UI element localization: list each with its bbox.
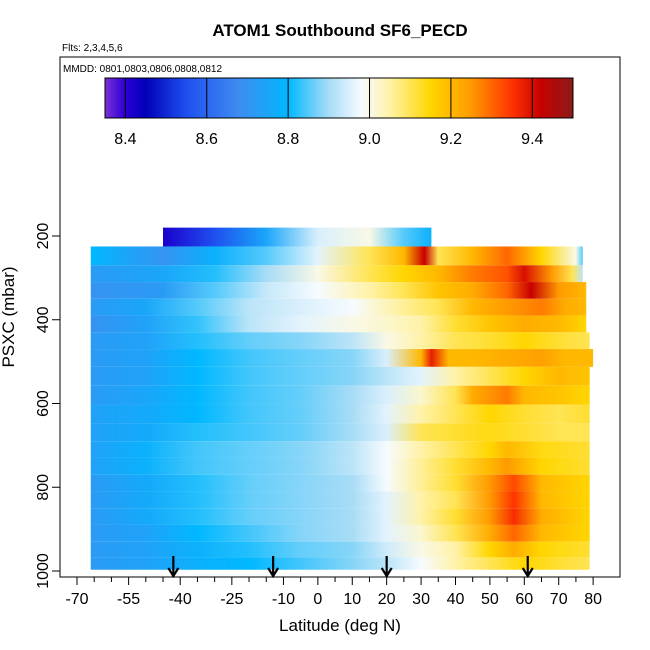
heatmap-band — [90, 385, 590, 405]
colorbar: 8.4 8.6 8.8 9.0 9.2 9.4 — [104, 77, 574, 148]
heatmap-band — [90, 404, 590, 424]
y-tick-label: 800 — [35, 474, 52, 501]
heatmap-band — [90, 457, 590, 475]
x-tick-label: 50 — [481, 591, 499, 608]
heatmap-band — [90, 524, 590, 542]
x-tick-label: -40 — [169, 591, 192, 608]
x-tick-label: 10 — [343, 591, 361, 608]
heatmap-layers — [90, 227, 594, 570]
y-tick-label: 600 — [35, 390, 52, 417]
x-tick-label: 20 — [378, 591, 396, 608]
y-axis-label: PSXC (mbar) — [0, 266, 18, 367]
colorbar-tick-label: 9.4 — [521, 131, 543, 148]
heatmap-band — [90, 282, 587, 299]
x-tick-label: -55 — [117, 591, 140, 608]
heatmap-band — [90, 441, 590, 458]
x-tick-label: -10 — [272, 591, 295, 608]
x-tick-label: 60 — [515, 591, 533, 608]
flight-arrow — [521, 556, 534, 579]
heatmap-band — [90, 423, 590, 442]
x-tick-label: 70 — [550, 591, 568, 608]
flight-arrow — [380, 556, 393, 579]
x-axis: -70 -55 -40 -25 -10 0 10 20 30 40 50 60 70 80 — [65, 576, 602, 608]
heatmap-band — [90, 474, 590, 492]
colorbar-tick-label: 8.8 — [277, 131, 299, 148]
dates-note: MMDD: 0801,0803,0806,0808,0812 — [63, 64, 222, 75]
heatmap-band — [90, 557, 590, 570]
colorbar-tick-label: 8.4 — [114, 131, 136, 148]
chart-title: ATOM1 Southbound SF6_PECD — [212, 21, 467, 40]
x-tick-label: -70 — [65, 591, 88, 608]
heatmap-band — [90, 349, 594, 367]
x-tick-label: 30 — [412, 591, 430, 608]
y-tick-label: 400 — [35, 306, 52, 333]
heatmap-band — [90, 246, 583, 266]
x-tick-label: 80 — [584, 591, 602, 608]
flight-arrow — [267, 556, 280, 579]
flight-arrows — [167, 556, 534, 579]
heatmap-band — [90, 491, 590, 509]
heatmap-band — [90, 315, 587, 333]
colorbar-tick-label: 9.2 — [440, 131, 462, 148]
y-axis: 200 400 600 800 1000 — [35, 223, 61, 589]
x-axis-label: Latitude (deg N) — [279, 616, 401, 635]
heatmap-band — [90, 508, 590, 525]
y-tick-label: 200 — [35, 223, 52, 250]
heatmap-band — [163, 227, 432, 247]
heatmap-band — [90, 541, 590, 558]
heatmap-band — [90, 298, 587, 316]
x-tick-label: 0 — [313, 591, 322, 608]
y-tick-label: 1000 — [35, 553, 52, 589]
x-tick-label: 40 — [447, 591, 465, 608]
colorbar-tick-label: 9.0 — [358, 131, 380, 148]
heatmap-band — [90, 265, 583, 283]
colorbar-tick-label: 8.6 — [196, 131, 218, 148]
heatmap-band — [90, 332, 590, 350]
colorbar-gradient — [104, 77, 574, 119]
x-tick-label: -25 — [220, 591, 243, 608]
flights-note: Flts: 2,3,4,5,6 — [62, 43, 123, 54]
heatmap-band — [90, 366, 590, 386]
flight-arrow — [167, 556, 180, 579]
